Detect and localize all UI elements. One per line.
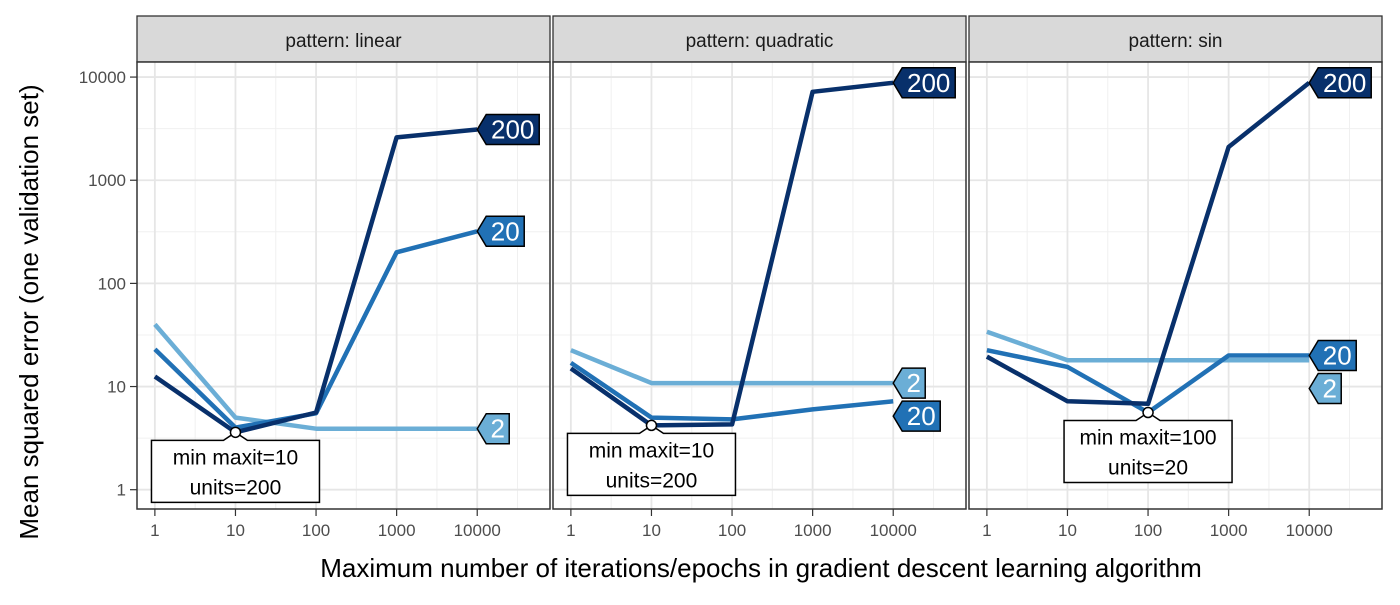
x-tick-label: 100 [302,521,330,540]
min-annotation-box [1063,411,1233,484]
series-line-units-200 [153,127,478,435]
end-label-2: 2 [906,368,920,398]
panel-1: pattern: quadratic 1 10 100 1000 10000 200 220 m… [552,15,967,540]
y-tick-label: 10000 [79,68,126,87]
end-label-box-20 [892,400,941,432]
end-label-box-2 [1308,372,1342,405]
min-annotation-text: min maxit=100 [1079,427,1216,450]
min-point-marker [1142,406,1154,419]
panel-2: pattern: sin 1 10 100 1000 10000 200 202 min max… [968,15,1383,540]
end-label-box-200 [476,113,540,146]
end-label-200: 200 [907,68,950,98]
series-line-units-2 [153,322,478,431]
end-label-20: 20 [491,216,520,246]
y-tick-label: 100 [98,274,126,293]
x-tick-label: 1 [150,521,159,540]
facet-strip-label: pattern: sin [1129,31,1223,52]
min-point-marker [229,426,242,439]
x-tick-label: 10000 [454,521,501,540]
x-tick-label: 10 [226,521,245,540]
min-annotation-box [150,431,321,504]
x-tick-label: 1000 [1210,521,1248,540]
facet-strip [136,15,551,63]
end-label-box-20 [1308,339,1357,372]
min-annotation-text: units=20 [1108,457,1188,480]
x-tick-label: 10 [1058,521,1077,540]
x-tick-label: 10 [642,521,661,540]
x-tick-label: 100 [1134,521,1162,540]
end-label-box-2 [476,412,510,445]
panel-border [968,61,1383,510]
x-tick-label: 1 [566,521,575,540]
x-tick-label: 1000 [378,521,416,540]
x-tick-label: 10000 [1286,521,1333,540]
end-label-200: 200 [491,115,534,145]
y-tick-label: 1000 [88,171,126,190]
y-axis-title: Mean squared error (one validation set) [14,84,44,539]
end-label-200: 200 [1323,68,1366,98]
facet-strip-label: pattern: quadratic [686,31,834,52]
series-line-units-2 [986,329,1310,363]
panel-border [136,61,551,510]
end-label-box-20 [476,215,525,248]
min-annotation-text: min maxit=10 [589,439,714,462]
panels: 1 10 100 1000 10000 pattern: linear 1 10 100 1000… [79,15,1383,540]
end-label-2: 2 [490,414,504,444]
x-tick-label: 10000 [870,521,917,540]
end-label-2: 2 [1322,373,1336,403]
series-line-units-200 [985,81,1311,407]
end-label-box-2 [892,367,926,399]
end-label-box-200 [1308,67,1372,99]
min-annotation-box [566,424,737,497]
x-tick-label: 100 [718,521,746,540]
series-line-units-200 [569,80,894,428]
min-annotation-text: min maxit=10 [173,446,298,469]
x-tick-label: 1000 [794,521,832,540]
y-tick-label: 1 [117,481,126,500]
min-annotation-text: units=200 [190,476,282,499]
x-axis-title: Maximum number of iterations/epochs in g… [320,553,1202,583]
x-tick-label: 1 [982,521,991,540]
facet-strip [552,15,967,63]
end-label-20: 20 [907,401,936,431]
end-label-box-200 [892,67,956,99]
facet-strip-label: pattern: linear [285,31,402,52]
y-tick-label: 10 [107,378,126,397]
panel-border [552,61,967,510]
panel-0: pattern: linear 1 10 100 1000 10000 200 20 2 min … [136,15,551,540]
min-annotation-text: units=200 [606,469,698,492]
facet-strip [968,15,1383,63]
min-point-marker [645,419,658,432]
series-line-units-2 [570,348,894,386]
end-label-20: 20 [1323,340,1352,370]
